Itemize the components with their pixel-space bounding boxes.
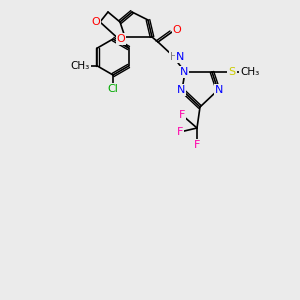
Text: O: O — [92, 17, 100, 27]
Text: F: F — [179, 110, 185, 120]
Text: S: S — [228, 67, 236, 77]
Text: N: N — [215, 85, 223, 95]
Text: O: O — [172, 25, 182, 35]
Text: CH₃: CH₃ — [71, 61, 90, 71]
Text: N: N — [176, 52, 184, 62]
Text: N: N — [177, 85, 185, 95]
Text: F: F — [194, 140, 200, 150]
Text: F: F — [177, 127, 183, 137]
Text: Cl: Cl — [108, 84, 118, 94]
Text: O: O — [117, 34, 125, 44]
Text: N: N — [180, 67, 188, 77]
Text: CH₃: CH₃ — [240, 67, 260, 77]
Text: H: H — [170, 52, 178, 62]
